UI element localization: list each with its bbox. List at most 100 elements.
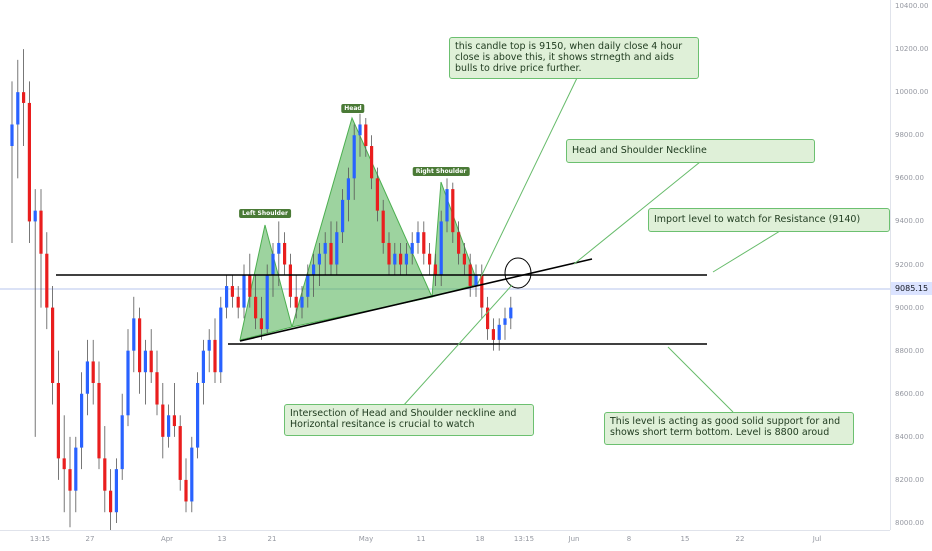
candle-body (283, 242, 287, 265)
candle-body (306, 275, 310, 297)
candle-body (462, 253, 466, 265)
chart-canvas[interactable]: Left Shoulder Head Right Shoulder this c… (0, 0, 890, 530)
annotation-resistance[interactable]: Import level to watch for Resistance (91… (648, 208, 890, 232)
candle-body (294, 296, 298, 308)
connector-intersection (402, 284, 513, 407)
tag-right-shoulder: Right Shoulder (412, 167, 470, 176)
candle-body (97, 382, 101, 459)
candle-body (422, 232, 426, 254)
candle-body (399, 253, 403, 265)
candle-body (335, 232, 339, 265)
candle-body (474, 275, 478, 287)
candle-body (265, 275, 269, 330)
candle-body (56, 382, 60, 459)
current-price-label: 9085.15 (891, 282, 932, 295)
candle-body (503, 318, 507, 325)
price-tick-label: 8000.00 (895, 519, 924, 527)
price-tick-label: 10200.00 (895, 45, 929, 54)
candle-body (352, 135, 356, 179)
candle-body (230, 286, 234, 297)
candlestick-series (10, 49, 513, 530)
candle-body (85, 361, 89, 394)
time-tick-label: May (358, 535, 374, 543)
candle-body (486, 307, 490, 330)
candle-body (509, 307, 513, 319)
time-tick-label: 8 (626, 535, 632, 543)
candle-body (491, 329, 495, 340)
candle-body (149, 350, 153, 373)
price-tick-label: 8200.00 (895, 475, 924, 484)
candle-body (254, 296, 258, 319)
candle-body (370, 146, 374, 179)
candle-body (126, 350, 130, 416)
connector-support (667, 346, 734, 413)
time-tick-label: 11 (416, 535, 426, 543)
price-tick-label: 8800.00 (895, 346, 924, 355)
connector-candle-top (477, 77, 578, 284)
time-tick-label: 13 (217, 535, 227, 543)
candle-body (207, 339, 211, 351)
time-tick-label: 15 (680, 535, 690, 543)
time-tick-label: 21 (267, 535, 277, 543)
candle-body (172, 415, 176, 427)
price-tick-label: 9600.00 (895, 174, 924, 183)
candle-body (277, 242, 281, 254)
candle-body (271, 253, 275, 276)
candle-body (387, 242, 391, 265)
candle-body (323, 242, 327, 254)
annotation-support[interactable]: This level is acting as good solid suppo… (604, 412, 854, 445)
candle-body (375, 178, 379, 211)
candle-body (317, 253, 321, 265)
candle-body (10, 124, 14, 147)
candle-body (22, 92, 26, 103)
price-tick-label: 9200.00 (895, 260, 924, 269)
neckline-trendline[interactable] (239, 258, 593, 342)
annotation-candle-top[interactable]: this candle top is 9150, when daily clos… (449, 37, 699, 79)
candle-body (155, 372, 159, 405)
candle-body (312, 264, 316, 276)
candle-body (225, 286, 229, 308)
candle-body (103, 458, 107, 491)
candle-body (109, 490, 113, 513)
candle-body (196, 382, 200, 448)
candle-body (91, 361, 95, 383)
candle-body (184, 479, 188, 502)
candle-body (167, 415, 171, 437)
intersection-circle[interactable] (504, 257, 532, 289)
time-axis[interactable]: 13:15 27 Apr 13 21 May 11 18 13:15 Jun 8 15 22 Jul (0, 530, 890, 551)
time-tick-label: Jul (812, 535, 822, 543)
candle-body (457, 232, 461, 254)
tag-left-shoulder: Left Shoulder (239, 209, 291, 218)
candle-body (480, 275, 484, 308)
candle-body (33, 210, 37, 222)
candle-body (201, 350, 205, 383)
candle-body (445, 189, 449, 222)
candle-body (329, 242, 333, 265)
candle-body (190, 447, 194, 502)
candle-body (120, 415, 124, 470)
candle-body (497, 324, 501, 340)
candle-body (300, 296, 304, 308)
drawing-layer (56, 77, 781, 413)
candle-body (143, 350, 147, 373)
candle-body (433, 264, 437, 276)
time-tick-label: 13:15 (513, 535, 535, 543)
annotation-neckline[interactable]: Head and Shoulder Neckline (566, 139, 815, 163)
candle-body (114, 469, 118, 513)
candle-body (259, 318, 263, 330)
annotation-intersection[interactable]: Intersection of Head and Shoulder neckli… (284, 404, 534, 436)
candle-body (341, 199, 345, 233)
candle-body (62, 458, 66, 470)
candle-body (45, 253, 49, 308)
price-tick-label: 9400.00 (895, 217, 924, 226)
connector-resistance (712, 230, 781, 273)
head-triangle (291, 116, 433, 328)
candle-body (51, 307, 55, 383)
tag-head: Head (341, 104, 365, 113)
price-chart-svg[interactable] (0, 0, 890, 530)
price-axis[interactable]: 10400.00 10200.00 10000.00 9800.00 9600.00 94… (890, 0, 932, 530)
price-tick-label: 9000.00 (895, 303, 924, 312)
price-tick-label: 10400.00 (895, 2, 929, 10)
candle-body (161, 404, 165, 437)
candle-body (451, 189, 455, 233)
